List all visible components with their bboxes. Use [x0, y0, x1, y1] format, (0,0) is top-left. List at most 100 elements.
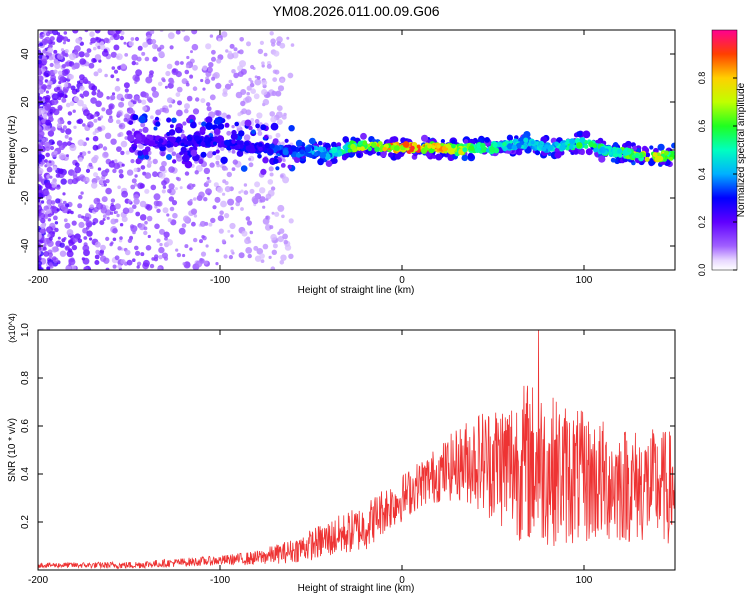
snr-panel: -200 -100 0 100 0.2 0.4 0.6 0.8 1.0 Height of s… — [7, 313, 676, 594]
spectrogram-noise-cell — [144, 188, 150, 194]
spectrogram-noise-cell — [38, 120, 41, 125]
spectrogram-noise-cell — [182, 121, 187, 126]
spectrogram-noise-cell — [131, 178, 137, 184]
spectrogram-ridge-cell — [493, 147, 500, 154]
spectrogram-noise-cell — [105, 236, 110, 241]
spectrogram-noise-cell — [268, 255, 272, 259]
spectrogram-noise-cell — [217, 37, 222, 42]
spectrogram-noise-cell — [119, 173, 124, 179]
spectrogram-noise-cell — [52, 108, 60, 116]
spectrogram-noise-cell — [96, 202, 104, 210]
spectrogram-ridge-cell — [305, 146, 312, 153]
spectrogram-noise-cell — [47, 218, 52, 222]
spectrogram-noise-cell — [150, 184, 157, 191]
spectrogram-noise-cell — [269, 31, 274, 36]
spectrogram-noise-cell — [182, 262, 186, 266]
spectrogram-noise-cell — [139, 183, 145, 189]
spectrogram-noise-cell — [40, 217, 46, 224]
spectrogram-noise-cell — [56, 184, 61, 188]
spectrogram-noise-cell — [140, 252, 145, 257]
spectrogram-noise-cell — [177, 100, 182, 106]
spectrogram-noise-cell — [274, 211, 280, 217]
spectrogram-noise-cell — [113, 162, 121, 170]
spectrogram-noise-cell — [62, 125, 67, 130]
spectrogram-noise-cell — [110, 138, 117, 145]
spectrogram-noise-cell — [228, 79, 233, 84]
spectrogram-band-cell — [287, 164, 292, 169]
spectrogram-noise-cell — [171, 151, 177, 156]
spectrogram-band-cell — [172, 159, 177, 164]
spectrogram-noise-cell — [256, 76, 261, 80]
spectrogram-noise-cell — [203, 197, 208, 202]
spectrogram-noise-cell — [38, 102, 41, 107]
spectrogram-band-cell — [205, 116, 213, 124]
spectrogram-noise-cell — [94, 30, 101, 34]
spectrogram-noise-cell — [182, 215, 190, 223]
spectrogram-ridge-cell — [511, 144, 517, 151]
spectrogram-noise-cell — [265, 215, 269, 220]
spectrogram-noise-cell — [73, 125, 77, 129]
spectrogram-band-cell — [484, 137, 490, 143]
spectrogram-noise-cell — [280, 78, 285, 83]
spectrogram-noise-cell — [195, 97, 200, 102]
spectrogram-noise-cell — [268, 166, 274, 172]
spectrogram-noise-cell — [159, 165, 166, 172]
spectrogram-noise-cell — [92, 144, 99, 151]
spectrogram-band-cell — [127, 134, 135, 142]
spectrogram-noise-cell — [139, 214, 147, 221]
spectrogram-noise-cell — [183, 35, 190, 42]
spectrogram-noise-cell — [120, 63, 127, 70]
spectrogram-noise-cell — [65, 102, 71, 108]
spectrogram-ridge-cell — [350, 143, 356, 150]
spectrogram-noise-cell — [110, 198, 116, 203]
spectrogram-noise-cell — [204, 78, 211, 85]
spectrogram-noise-cell — [205, 43, 212, 50]
spectrogram-noise-cell — [75, 37, 82, 44]
spectrogram-noise-cell — [181, 223, 187, 228]
spectrogram-noise-cell — [113, 44, 120, 51]
spectrogram-noise-cell — [107, 117, 114, 124]
spectrogram-ridge-cell — [173, 142, 179, 148]
spectrogram-noise-cell — [68, 137, 73, 141]
spectrogram-noise-cell — [95, 100, 102, 108]
spectrogram-noise-cell — [143, 230, 148, 236]
spectrogram-noise-cell — [75, 88, 80, 93]
spectrogram-ridge-cell — [374, 146, 380, 152]
spectrogram-noise-cell — [58, 202, 64, 209]
spectrogram-noise-cell — [87, 150, 91, 154]
spectrogram-ridge-cell — [295, 148, 300, 153]
spectrogram-noise-cell — [38, 233, 42, 240]
spectrogram-noise-cell — [91, 90, 97, 96]
spectrogram-noise-cell — [282, 176, 290, 184]
spectrogram-noise-cell — [133, 198, 140, 205]
spectrogram-noise-cell — [192, 86, 198, 91]
spectrogram-noise-cell — [162, 185, 167, 189]
spectrogram-noise-cell — [134, 36, 140, 42]
spectrogram-noise-cell — [248, 162, 254, 168]
spectrogram-noise-cell — [146, 96, 152, 102]
spectrogram-noise-cell — [167, 218, 172, 223]
spectrogram-noise-cell — [113, 69, 119, 74]
spectrogram-noise-cell — [168, 183, 175, 190]
spectrogram-noise-cell — [45, 194, 52, 201]
spectrogram-band-cell — [260, 124, 267, 131]
spectrogram-noise-cell — [146, 38, 153, 45]
spectrogram-noise-cell — [193, 197, 197, 201]
spectrogram-noise-cell — [277, 236, 284, 243]
spectrogram-noise-cell — [69, 101, 75, 107]
spectrogram-noise-cell — [270, 233, 277, 241]
spectrogram-ridge-cell — [451, 143, 456, 149]
spectrogram-noise-cell — [223, 254, 228, 259]
spectrogram-noise-cell — [38, 209, 41, 214]
spectrogram-noise-cell — [97, 68, 103, 74]
spectrogram-y-tick-label: -40 — [20, 238, 31, 253]
spectrogram-noise-cell — [78, 194, 83, 200]
spectrogram-noise-cell — [100, 115, 104, 119]
spectrogram-ridge-cell — [579, 137, 586, 143]
spectrogram-noise-cell — [116, 119, 121, 125]
spectrogram-noise-cell — [269, 172, 274, 177]
spectrogram-noise-cell — [93, 71, 99, 77]
spectrogram-noise-cell — [222, 88, 228, 94]
spectrogram-ridge-cell — [654, 156, 661, 163]
